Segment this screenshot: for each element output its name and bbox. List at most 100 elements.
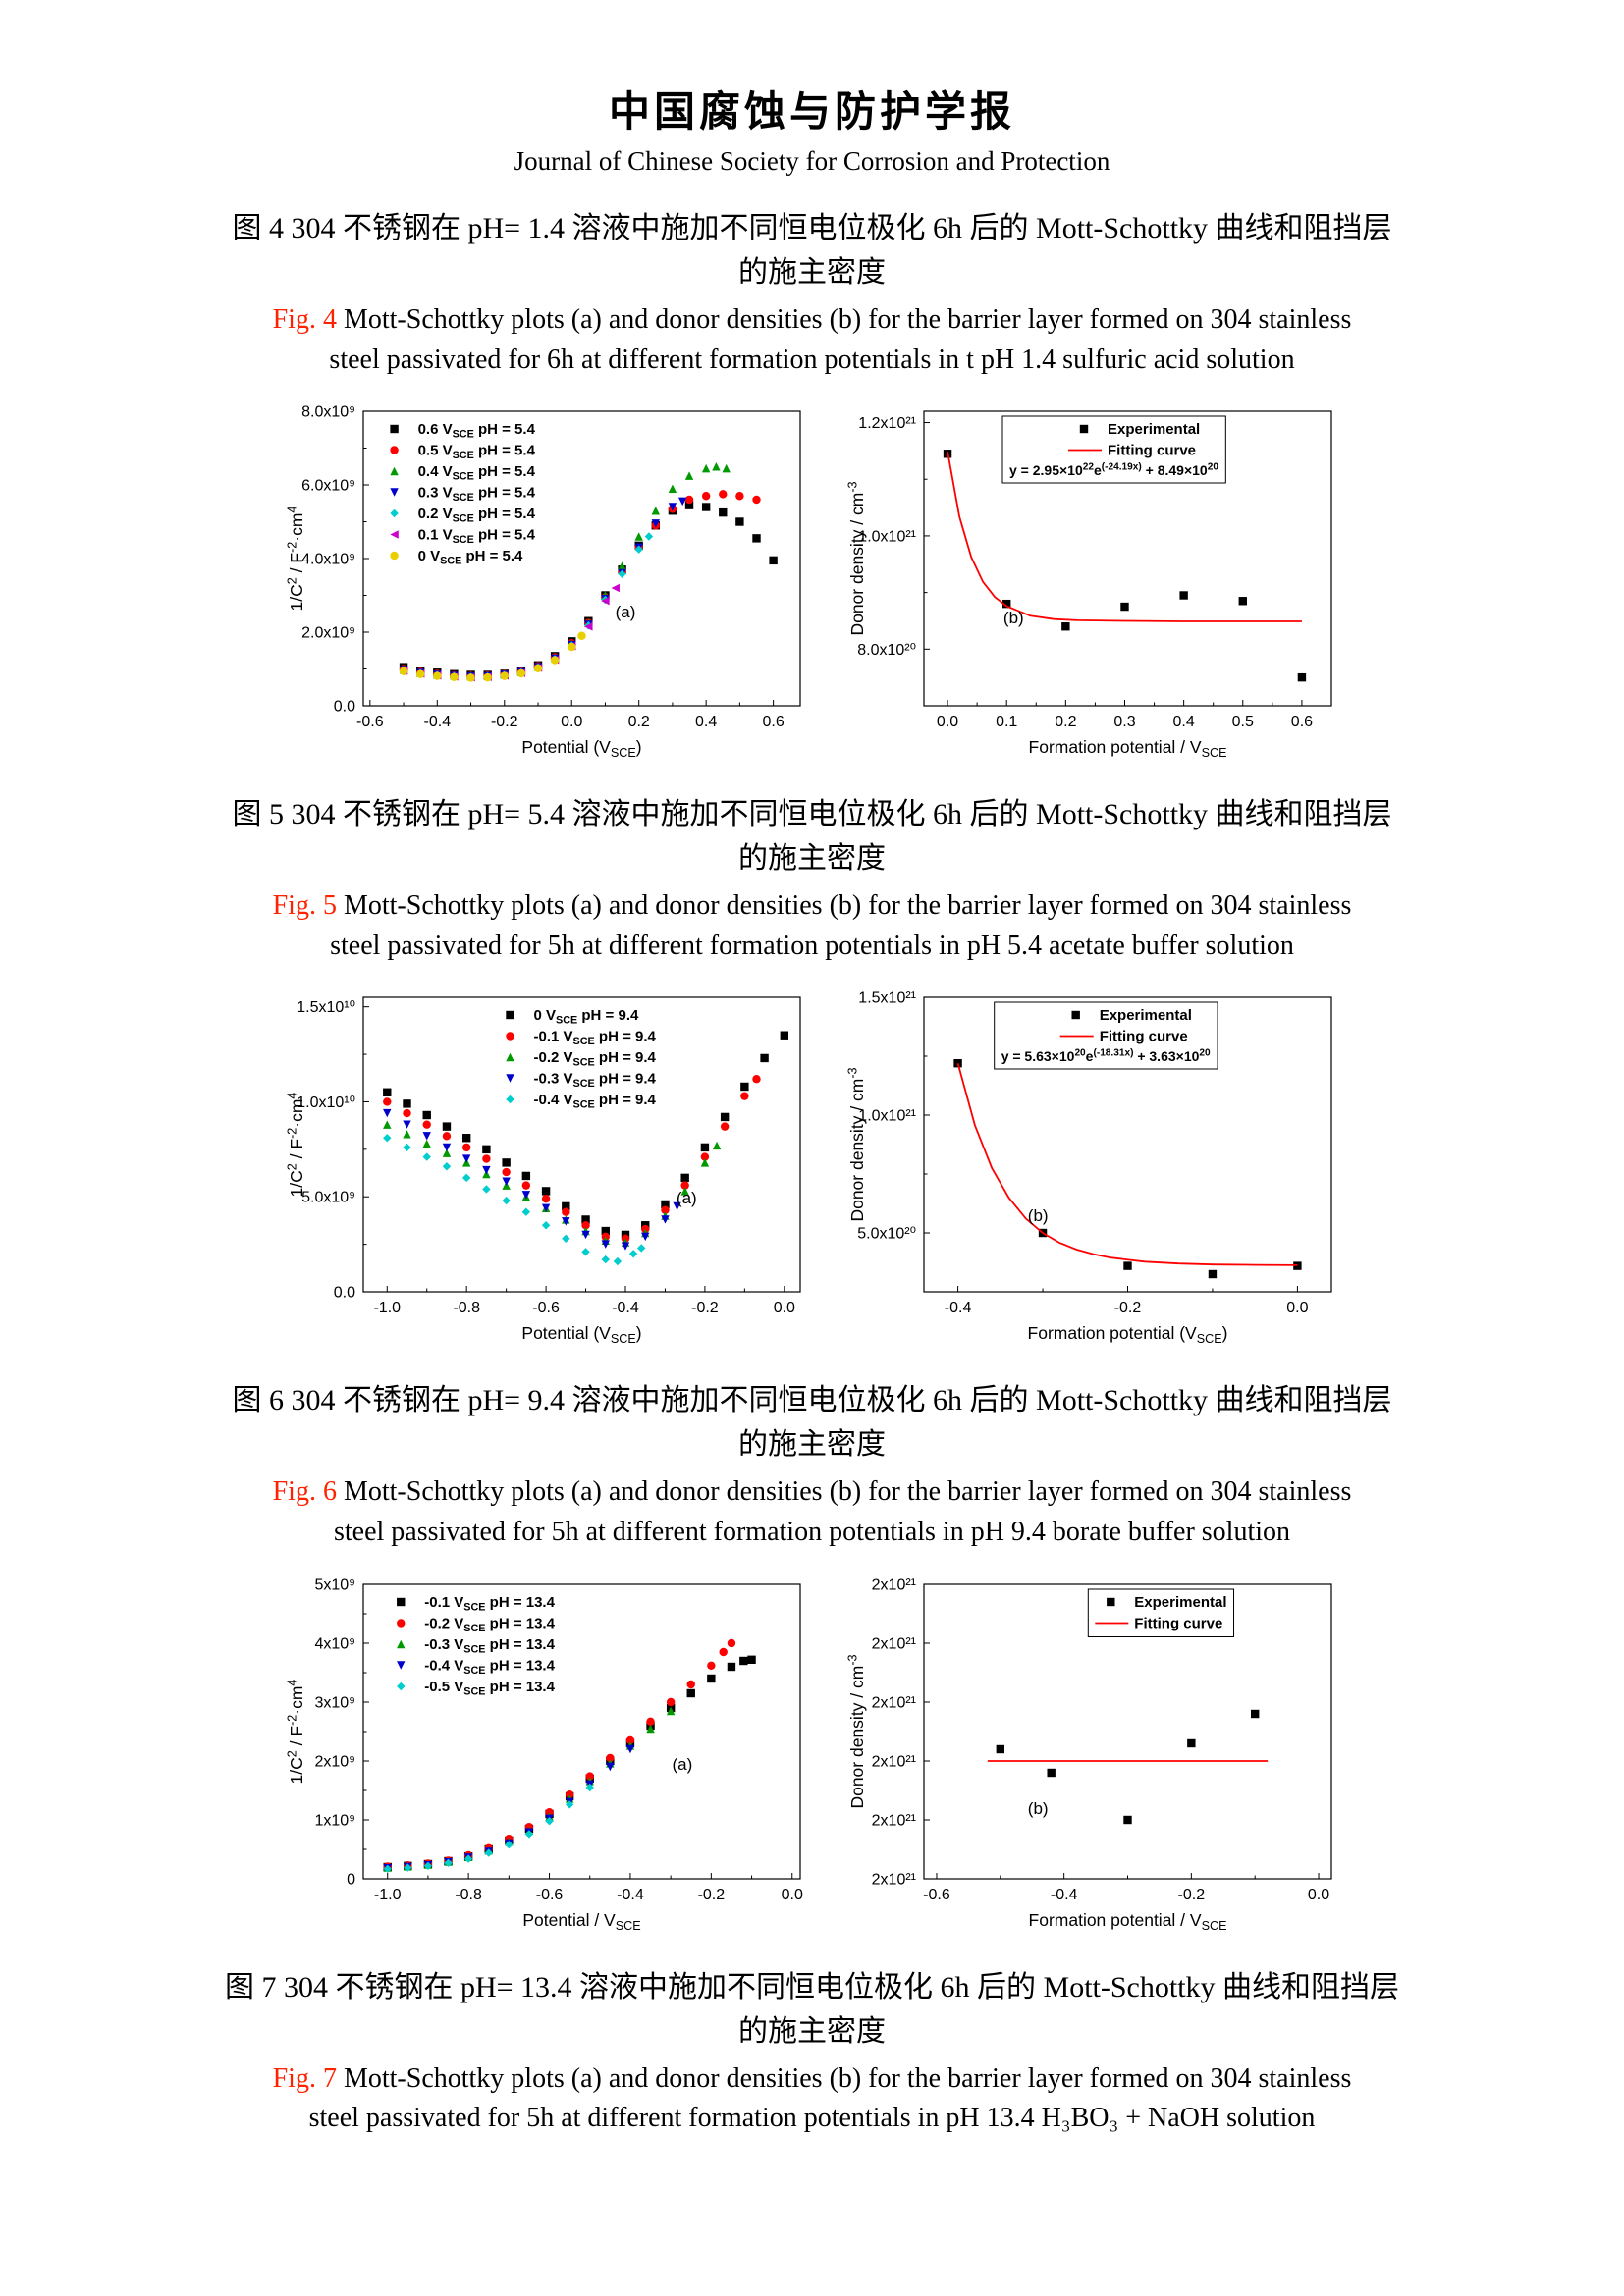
svg-text:-0.5 VSCE pH = 13.4: -0.5 VSCE pH = 13.4	[424, 1679, 555, 1698]
svg-text:Donor density / cm-3: Donor density / cm-3	[845, 1068, 867, 1222]
svg-text:2x10²¹: 2x10²¹	[872, 1812, 916, 1829]
journal-title-cn: 中国腐蚀与防护学报	[608, 90, 1015, 135]
caption-fig5-en-line1: Mott-Schottky plots (a) and donor densit…	[343, 890, 1352, 922]
svg-text:(b): (b)	[1028, 1799, 1049, 1818]
caption-fig6-cn-line1: 图 6 304 不锈钢在 pH= 9.4 溶液中施加不同恒电位极化 6h 后的 …	[232, 1384, 1392, 1417]
svg-text:y = 2.95×1022e(-24.19x) + 8.49: y = 2.95×1022e(-24.19x) + 8.49×1020	[1009, 462, 1218, 478]
caption-fig5-en: Fig. 5 Mott-Schottky plots (a) and donor…	[0, 886, 1624, 966]
svg-text:0.3: 0.3	[1113, 714, 1135, 730]
svg-text:0.4 VSCE pH = 5.4: 0.4 VSCE pH = 5.4	[418, 463, 536, 483]
caption-fig7-cn-line1: 图 7 304 不锈钢在 pH= 13.4 溶液中施加不同恒电位极化 6h 后的…	[224, 1970, 1400, 2003]
svg-text:0.4: 0.4	[695, 714, 717, 730]
svg-text:2x10²¹: 2x10²¹	[872, 1694, 916, 1711]
svg-text:0.0: 0.0	[937, 714, 958, 730]
svg-text:5.0x10⁹: 5.0x10⁹	[301, 1190, 355, 1206]
caption-fig4-cn: 图 4 304 不锈钢在 pH= 1.4 溶液中施加不同恒电位极化 6h 后的 …	[0, 206, 1624, 294]
svg-text:-0.4: -0.4	[424, 714, 452, 730]
fig5-plot-b: 0.0 0.1 0.2 0.3 0.4 0.5 0.6 8.0x10²⁰ 1.0x10²¹ 1.2…	[845, 410, 1332, 760]
svg-text:1/C2 / F-2·cm4: 1/C2 / F-2·cm4	[285, 507, 306, 612]
caption-fig4-cn-line2: 的施主密度	[738, 256, 886, 289]
svg-text:2x10²¹: 2x10²¹	[872, 1871, 916, 1888]
svg-text:-1.0: -1.0	[373, 1300, 401, 1316]
svg-text:-0.2: -0.2	[491, 714, 518, 730]
svg-text:3x10⁹: 3x10⁹	[314, 1694, 355, 1711]
svg-text:-1.0: -1.0	[374, 1887, 402, 1903]
caption-fig6-en-line1: Mott-Schottky plots (a) and donor densit…	[343, 1476, 1352, 1508]
svg-text:-0.2: -0.2	[691, 1300, 719, 1316]
caption-fig4: 图 4 304 不锈钢在 pH= 1.4 溶液中施加不同恒电位极化 6h 后的 …	[0, 206, 1624, 380]
caption-fig7-en: Fig. 7 Mott-Schottky plots (a) and donor…	[0, 2059, 1624, 2139]
svg-text:1.0x10¹⁰: 1.0x10¹⁰	[297, 1095, 355, 1111]
svg-text:5x10⁹: 5x10⁹	[314, 1576, 355, 1593]
svg-text:Donor density / cm-3: Donor density / cm-3	[845, 1654, 867, 1808]
svg-text:(a): (a)	[677, 1189, 697, 1207]
svg-text:Experimental: Experimental	[1108, 421, 1200, 438]
caption-fig7-en-line1: Mott-Schottky plots (a) and donor densit…	[343, 2062, 1352, 2094]
svg-text:Fitting curve: Fitting curve	[1100, 1029, 1188, 1045]
svg-text:-0.2: -0.2	[698, 1887, 726, 1903]
svg-text:Fitting curve: Fitting curve	[1134, 1615, 1222, 1631]
svg-text:0.0: 0.0	[561, 714, 582, 730]
svg-text:Formation potential / VSCE: Formation potential / VSCE	[1029, 1910, 1227, 1933]
svg-text:Potential (VSCE): Potential (VSCE)	[521, 1323, 641, 1346]
svg-text:-0.4: -0.4	[612, 1300, 639, 1316]
caption-fig4-cn-line1: 图 4 304 不锈钢在 pH= 1.4 溶液中施加不同恒电位极化 6h 后的 …	[232, 212, 1392, 244]
fig7-plot-a: -1.0 -0.8 -0.6 -0.4 -0.2 0.0 0 1x10⁹ 2x10⁹ 3x10⁹ 4…	[285, 1576, 803, 1933]
svg-text:Potential / VSCE: Potential / VSCE	[522, 1910, 640, 1933]
svg-text:-0.4 VSCE pH = 13.4: -0.4 VSCE pH = 13.4	[424, 1657, 555, 1677]
svg-text:5.0x10²⁰: 5.0x10²⁰	[857, 1226, 916, 1243]
caption-fig5-cn-line1: 图 5 304 不锈钢在 pH= 5.4 溶液中施加不同恒电位极化 6h 后的 …	[232, 798, 1392, 831]
svg-text:8.0x10²⁰: 8.0x10²⁰	[857, 642, 916, 659]
svg-text:1/C2 / F-2·cm4: 1/C2 / F-2·cm4	[285, 1679, 306, 1784]
svg-text:1.5x10²¹: 1.5x10²¹	[858, 990, 916, 1007]
caption-fig5-en-line2: steel passivated for 5h at different for…	[330, 930, 1294, 961]
svg-text:-0.6: -0.6	[532, 1300, 560, 1316]
journal-title-en: Journal of Chinese Society for Corrosion…	[514, 146, 1110, 176]
journal-header: 中国腐蚀与防护学报 Journal of Chinese Society for…	[0, 79, 1624, 177]
fig7-charts: -1.0 -0.8 -0.6 -0.4 -0.2 0.0 0 1x10⁹ 2x10⁹ 3x10⁹ 4…	[0, 1573, 1624, 1936]
caption-fig7-cn: 图 7 304 不锈钢在 pH= 13.4 溶液中施加不同恒电位极化 6h 后的…	[0, 1965, 1624, 2054]
svg-text:-0.4: -0.4	[617, 1887, 644, 1903]
svg-text:2x10²¹: 2x10²¹	[872, 1635, 916, 1652]
svg-text:-0.1 VSCE pH = 13.4: -0.1 VSCE pH = 13.4	[424, 1594, 555, 1614]
caption-fig7-en-line2: steel passivated for 5h at different for…	[308, 2103, 1316, 2134]
svg-text:0.4: 0.4	[1173, 714, 1195, 730]
svg-text:1.2x10²¹: 1.2x10²¹	[858, 415, 916, 432]
svg-text:Donor density / cm-3: Donor density / cm-3	[845, 482, 867, 636]
caption-fig6: 图 6 304 不锈钢在 pH= 9.4 溶液中施加不同恒电位极化 6h 后的 …	[0, 1378, 1624, 1552]
caption-fig4-en-line2: steel passivated for 6h at different for…	[329, 344, 1295, 375]
svg-text:0.0: 0.0	[774, 1300, 795, 1316]
svg-text:-0.1 VSCE pH = 9.4: -0.1 VSCE pH = 9.4	[534, 1029, 657, 1048]
svg-text:0.0: 0.0	[1308, 1887, 1329, 1903]
svg-text:0.6: 0.6	[762, 714, 784, 730]
svg-text:0.0: 0.0	[1286, 1300, 1308, 1316]
svg-text:0 VSCE pH = 5.4: 0 VSCE pH = 5.4	[418, 548, 523, 567]
caption-fig4-en: Fig. 4 Mott-Schottky plots (a) and donor…	[0, 300, 1624, 380]
svg-text:-0.4 VSCE pH = 9.4: -0.4 VSCE pH = 9.4	[534, 1092, 657, 1111]
svg-text:0.6: 0.6	[1291, 714, 1313, 730]
caption-fig7-cn-line2: 的施主密度	[738, 2014, 886, 2048]
caption-fig4-en-line1: Mott-Schottky plots (a) and donor densit…	[343, 304, 1352, 335]
svg-text:0 VSCE pH = 9.4: 0 VSCE pH = 9.4	[534, 1007, 639, 1027]
fig6-plot-a: -1.0 -0.8 -0.6 -0.4 -0.2 0.0 0.0 5.0x10⁹ 1.0x10¹…	[285, 996, 801, 1347]
svg-text:-0.4: -0.4	[945, 1300, 972, 1316]
caption-fig6-en: Fig. 6 Mott-Schottky plots (a) and donor…	[0, 1472, 1624, 1552]
svg-text:0.5: 0.5	[1232, 714, 1254, 730]
svg-text:2x10⁹: 2x10⁹	[314, 1753, 355, 1770]
svg-text:0: 0	[347, 1871, 355, 1888]
caption-fig5-label: Fig. 5	[272, 890, 337, 922]
caption-fig7: 图 7 304 不锈钢在 pH= 13.4 溶液中施加不同恒电位极化 6h 后的…	[0, 1965, 1624, 2139]
caption-fig7-label: Fig. 7	[272, 2062, 337, 2094]
caption-fig5: 图 5 304 不锈钢在 pH= 5.4 溶液中施加不同恒电位极化 6h 后的 …	[0, 792, 1624, 966]
svg-text:1.5x10¹⁰: 1.5x10¹⁰	[297, 1000, 355, 1017]
svg-text:0.0: 0.0	[782, 1887, 803, 1903]
svg-text:0.2: 0.2	[628, 714, 650, 730]
svg-text:2x10²¹: 2x10²¹	[872, 1576, 916, 1593]
fig6-plot-b: -0.4 -0.2 0.0 5.0x10²⁰ 1.0x10²¹ 1.5x10²¹ Forma…	[845, 990, 1332, 1347]
svg-text:Experimental: Experimental	[1100, 1007, 1192, 1024]
svg-text:-0.2: -0.2	[1114, 1300, 1142, 1316]
svg-text:0.6 VSCE pH = 5.4: 0.6 VSCE pH = 5.4	[418, 421, 536, 441]
svg-text:4.0x10⁹: 4.0x10⁹	[301, 552, 355, 568]
svg-text:0.5 VSCE pH = 5.4: 0.5 VSCE pH = 5.4	[418, 443, 536, 462]
svg-text:Formation potential / VSCE: Formation potential / VSCE	[1029, 737, 1227, 760]
